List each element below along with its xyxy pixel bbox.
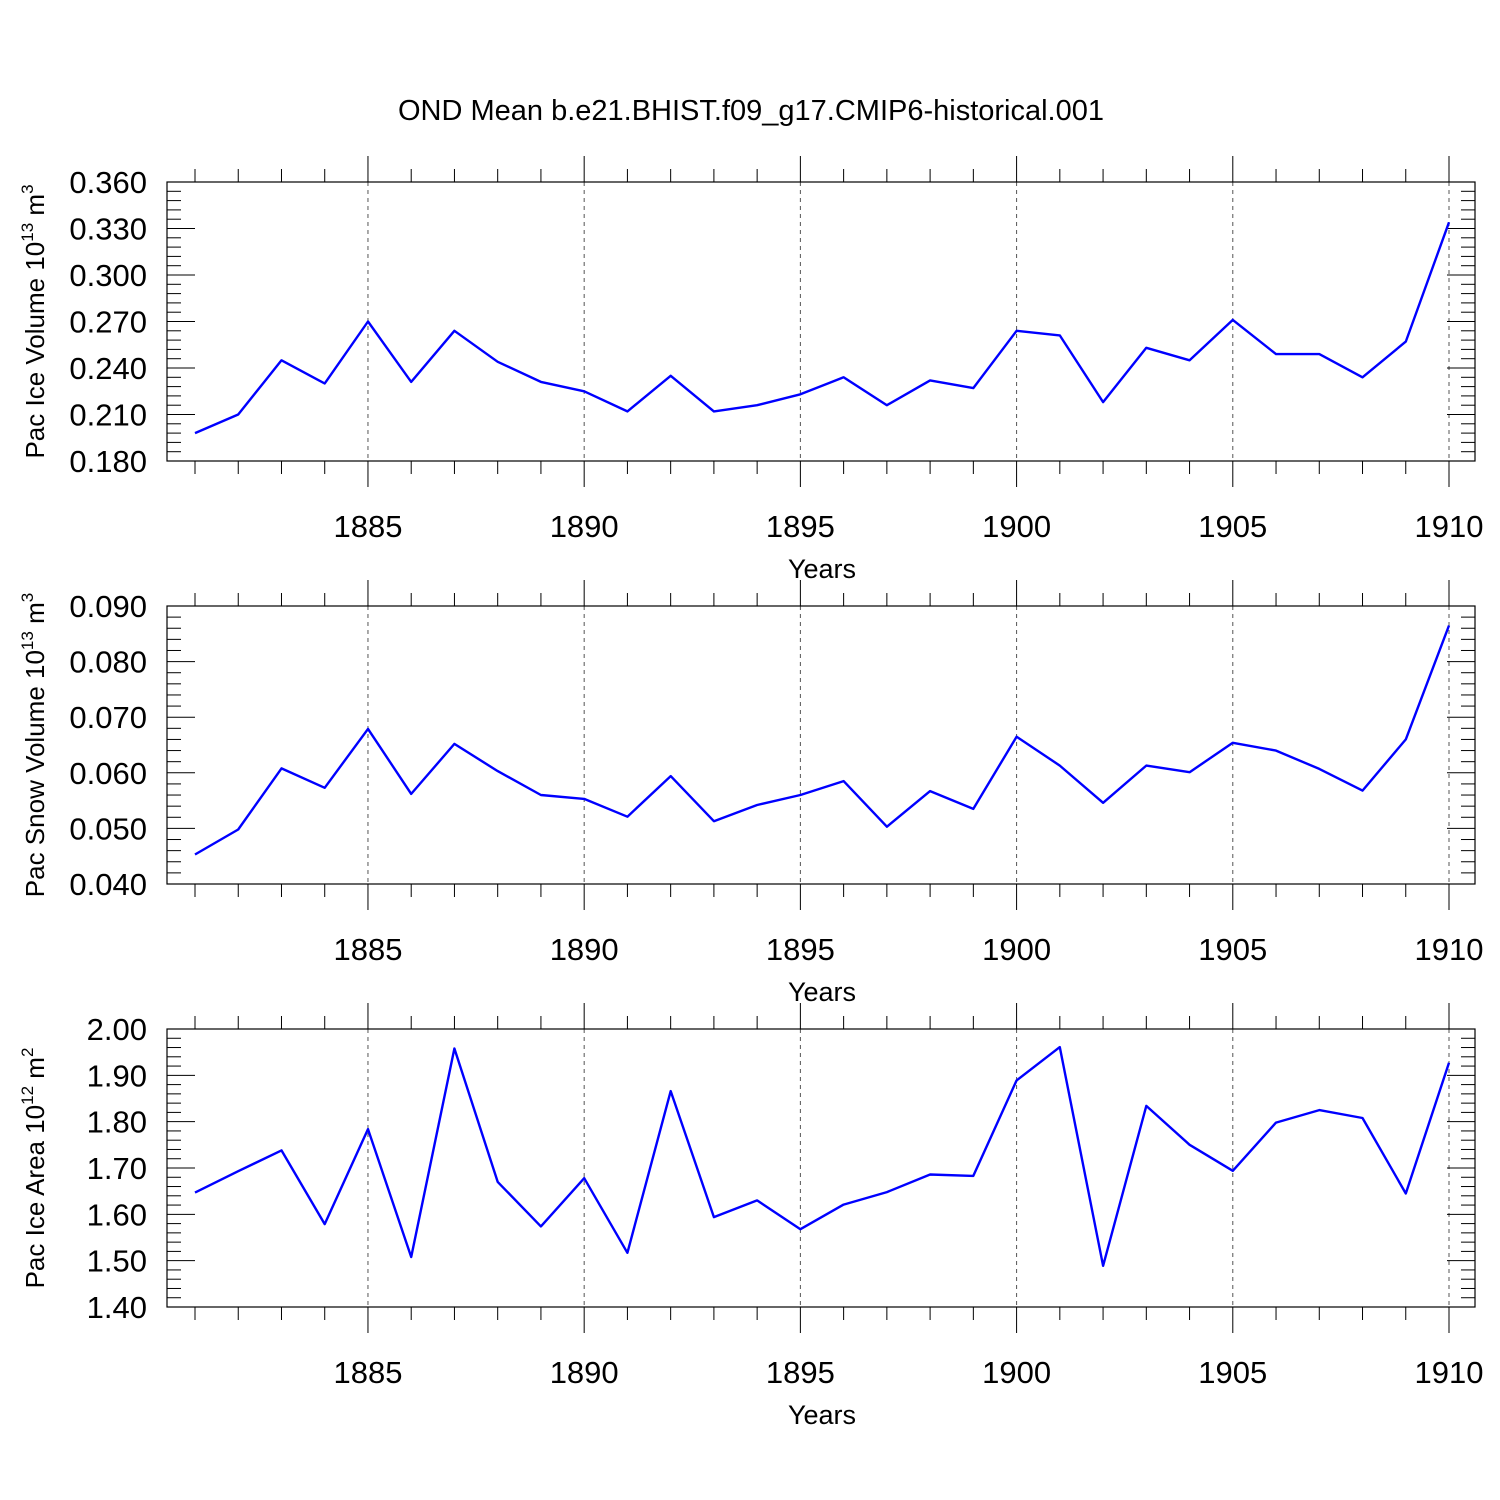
- y-tick-label: 0.040: [69, 867, 147, 902]
- x-tick-label: 1905: [1198, 509, 1267, 544]
- x-tick-label: 1910: [1415, 509, 1484, 544]
- y-tick-label: 0.240: [69, 351, 147, 386]
- y-tick-label: 0.210: [69, 398, 147, 433]
- y-tick-label: 1.50: [87, 1244, 147, 1279]
- y-tick-label: 1.60: [87, 1197, 147, 1232]
- x-tick-label: 1895: [766, 509, 835, 544]
- chart-panel-1: 1885 1890 1895 1900 1905 1910 Years 0.180 0.210 0…: [18, 156, 1483, 584]
- x-axis-label: Years: [788, 1400, 856, 1430]
- y-axis-label-part: 2: [18, 1048, 37, 1057]
- y-tick-label: 0.330: [69, 212, 147, 247]
- y-tick-label: 0.080: [69, 645, 147, 680]
- series-line: [194, 221, 1451, 435]
- x-axis-label: Years: [788, 977, 856, 1007]
- y-tick-label: 0.180: [69, 444, 147, 479]
- y-axis-label-part: 3: [18, 184, 37, 193]
- x-tick-label: 1895: [766, 1355, 835, 1390]
- y-tick-label: 0.300: [69, 258, 147, 293]
- x-tick-label: 1905: [1198, 932, 1267, 967]
- x-tick-label: 1905: [1198, 1355, 1267, 1390]
- y-tick-label: 1.40: [87, 1290, 147, 1325]
- chart-title: OND Mean b.e21.BHIST.f09_g17.CMIP6-histo…: [398, 95, 1104, 127]
- y-tick-label: 1.90: [87, 1058, 147, 1093]
- y-tick-label: 0.090: [69, 589, 147, 624]
- y-axis-label-part: 13: [18, 223, 37, 242]
- y-axis-label: Pac Ice Volume 1013 m3: [18, 184, 50, 458]
- y-axis-label: Pac Snow Volume 1013 m3: [18, 593, 50, 897]
- y-tick-label: 0.070: [69, 700, 147, 735]
- x-tick-label: 1895: [766, 932, 835, 967]
- y-axis-label-part: 13: [18, 631, 37, 650]
- plot-frame: [166, 1028, 1476, 1308]
- plot-frame: [166, 605, 1476, 885]
- plot-frame: [166, 181, 1476, 462]
- x-tick-label: 1890: [550, 1355, 619, 1390]
- series-line: [194, 625, 1451, 856]
- x-tick-label: 1885: [333, 509, 402, 544]
- y-axis-label-part: m: [20, 602, 50, 631]
- x-tick-label: 1910: [1415, 932, 1484, 967]
- y-tick-label: 1.80: [87, 1105, 147, 1140]
- y-axis-label: Pac Ice Area 1012 m2: [18, 1048, 50, 1289]
- x-tick-label: 1885: [333, 1355, 402, 1390]
- x-tick-label: 1900: [982, 932, 1051, 967]
- x-tick-label: 1900: [982, 1355, 1051, 1390]
- x-tick-label: 1885: [333, 932, 402, 967]
- x-tick-label: 1890: [550, 509, 619, 544]
- y-tick-label: 1.70: [87, 1151, 147, 1186]
- y-tick-label: 0.360: [69, 165, 147, 200]
- y-tick-label: 0.270: [69, 305, 147, 340]
- y-axis-label-part: 12: [18, 1086, 37, 1105]
- x-tick-label: 1890: [550, 932, 619, 967]
- x-tick-label: 1910: [1415, 1355, 1484, 1390]
- y-axis-label-part: Pac Ice Volume 10: [20, 242, 50, 459]
- y-axis-label-part: Pac Ice Area 10: [20, 1105, 50, 1289]
- y-axis-label-part: Pac Snow Volume 10: [20, 650, 50, 897]
- y-axis-label-part: m: [20, 1057, 50, 1086]
- chart-panel-3: 1885 1890 1895 1900 1905 1910 Years 1.40 1.50 1.6…: [18, 1003, 1483, 1430]
- y-tick-label: 0.060: [69, 756, 147, 791]
- y-axis-label-part: 3: [18, 593, 37, 602]
- series-line: [194, 1045, 1451, 1268]
- x-axis-label: Years: [788, 554, 856, 584]
- y-tick-label: 2.00: [87, 1012, 147, 1047]
- y-axis-label-part: m: [20, 194, 50, 223]
- chart-panel-2: 1885 1890 1895 1900 1905 1910 Years 0.040 0.050 0…: [18, 580, 1483, 1007]
- y-tick-label: 0.050: [69, 811, 147, 846]
- x-tick-label: 1900: [982, 509, 1051, 544]
